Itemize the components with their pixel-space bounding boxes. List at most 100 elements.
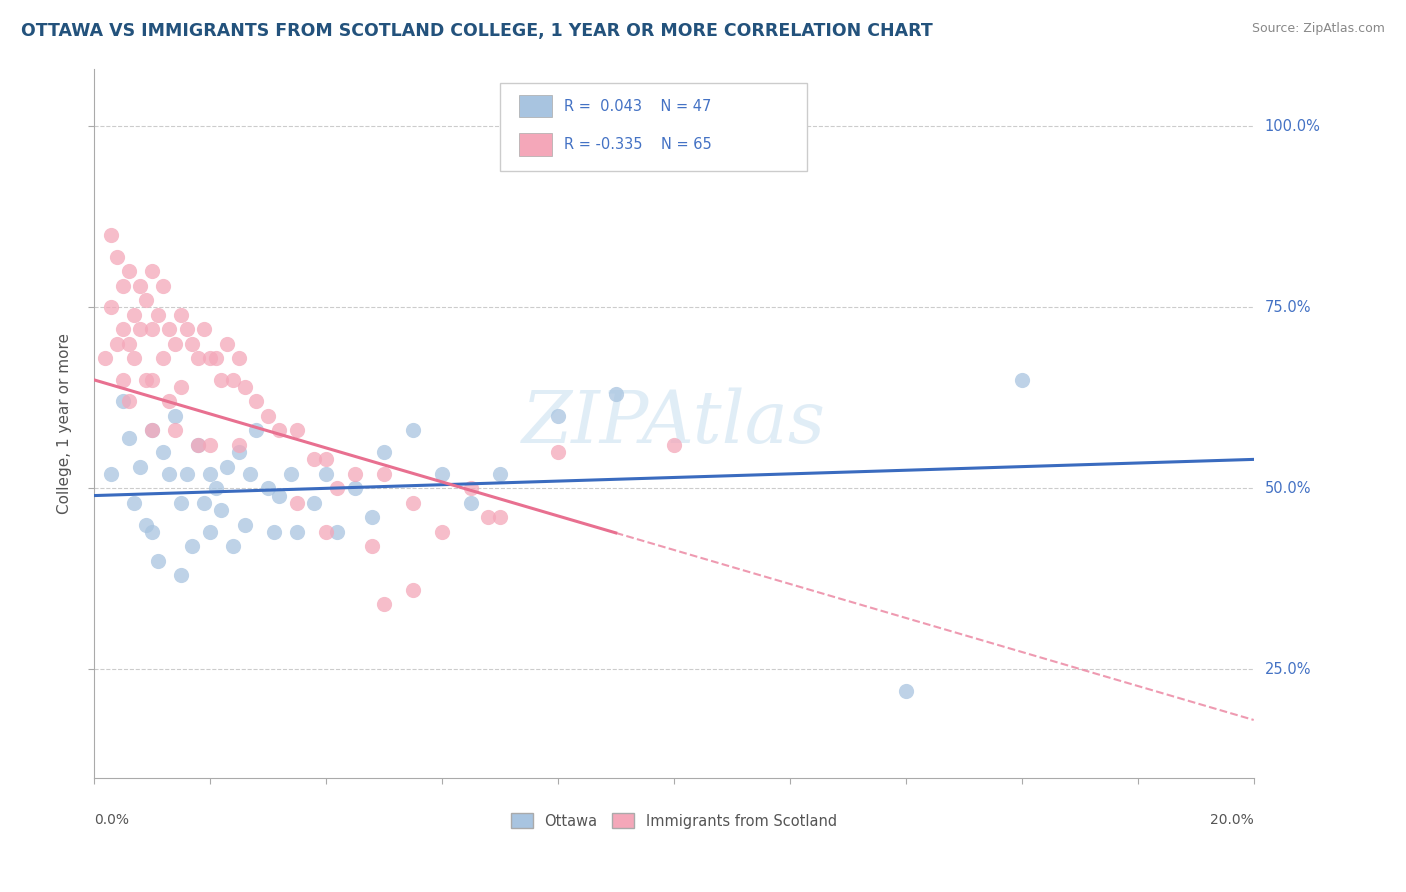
Point: [141, 373, 163, 387]
Point: [124, 308, 146, 322]
Point: [256, 409, 278, 423]
Point: [193, 322, 215, 336]
Point: [373, 445, 395, 459]
Point: [222, 373, 245, 387]
Point: [547, 409, 569, 423]
Point: [105, 336, 128, 351]
Point: [135, 517, 157, 532]
Point: [228, 445, 250, 459]
Text: ZIPAtlas: ZIPAtlas: [522, 388, 825, 458]
Point: [263, 524, 285, 539]
Point: [141, 264, 163, 278]
Point: [326, 524, 349, 539]
Point: [222, 539, 245, 553]
Point: [152, 351, 174, 365]
Point: [157, 467, 180, 481]
Text: 100.0%: 100.0%: [1265, 119, 1320, 134]
Text: 20.0%: 20.0%: [1211, 814, 1254, 828]
Point: [269, 489, 291, 503]
Point: [129, 322, 152, 336]
Point: [187, 351, 209, 365]
Point: [111, 373, 134, 387]
Point: [141, 424, 163, 438]
Point: [111, 322, 134, 336]
Point: [285, 496, 308, 510]
Point: [170, 496, 193, 510]
Text: 0.0%: 0.0%: [94, 814, 129, 828]
Point: [256, 481, 278, 495]
Text: R = -0.335    N = 65: R = -0.335 N = 65: [564, 136, 711, 152]
FancyBboxPatch shape: [499, 83, 807, 171]
Point: [217, 459, 239, 474]
Point: [228, 351, 250, 365]
Point: [302, 496, 325, 510]
Point: [187, 438, 209, 452]
Point: [117, 394, 139, 409]
Point: [198, 467, 221, 481]
Point: [124, 351, 146, 365]
Point: [361, 510, 384, 524]
Point: [163, 424, 186, 438]
Point: [141, 524, 163, 539]
Point: [170, 380, 193, 394]
Point: [547, 445, 569, 459]
Point: [163, 336, 186, 351]
Point: [198, 438, 221, 452]
Legend: Ottawa, Immigrants from Scotland: Ottawa, Immigrants from Scotland: [505, 807, 842, 834]
Point: [373, 597, 395, 611]
Point: [146, 308, 169, 322]
Point: [111, 278, 134, 293]
Point: [146, 554, 169, 568]
Point: [233, 517, 256, 532]
Point: [343, 467, 366, 481]
Point: [152, 278, 174, 293]
Point: [198, 524, 221, 539]
Point: [204, 351, 226, 365]
Point: [402, 582, 425, 597]
Point: [209, 503, 232, 517]
Text: OTTAWA VS IMMIGRANTS FROM SCOTLAND COLLEGE, 1 YEAR OR MORE CORRELATION CHART: OTTAWA VS IMMIGRANTS FROM SCOTLAND COLLE…: [21, 22, 932, 40]
Point: [129, 278, 152, 293]
Point: [280, 467, 302, 481]
Point: [163, 409, 186, 423]
Point: [373, 467, 395, 481]
Point: [187, 438, 209, 452]
Point: [135, 373, 157, 387]
Point: [605, 387, 627, 401]
Point: [157, 394, 180, 409]
Text: Source: ZipAtlas.com: Source: ZipAtlas.com: [1251, 22, 1385, 36]
Point: [460, 481, 482, 495]
Point: [141, 424, 163, 438]
Point: [430, 524, 453, 539]
Point: [135, 293, 157, 307]
Point: [326, 481, 349, 495]
Point: [430, 467, 453, 481]
Point: [176, 467, 198, 481]
Point: [233, 380, 256, 394]
Point: [460, 496, 482, 510]
Text: 25.0%: 25.0%: [1265, 662, 1312, 677]
Point: [117, 431, 139, 445]
Point: [245, 424, 267, 438]
Point: [315, 452, 337, 467]
Point: [662, 438, 685, 452]
Point: [129, 459, 152, 474]
Point: [343, 481, 366, 495]
Point: [117, 264, 139, 278]
Point: [402, 424, 425, 438]
Point: [100, 467, 122, 481]
Point: [94, 351, 117, 365]
Point: [209, 373, 232, 387]
Point: [204, 481, 226, 495]
Point: [269, 424, 291, 438]
Point: [1011, 373, 1033, 387]
Point: [239, 467, 262, 481]
Point: [217, 336, 239, 351]
Point: [315, 524, 337, 539]
Y-axis label: College, 1 year or more: College, 1 year or more: [58, 333, 72, 514]
FancyBboxPatch shape: [519, 95, 553, 118]
Point: [228, 438, 250, 452]
Point: [181, 539, 204, 553]
Point: [170, 308, 193, 322]
Point: [111, 394, 134, 409]
